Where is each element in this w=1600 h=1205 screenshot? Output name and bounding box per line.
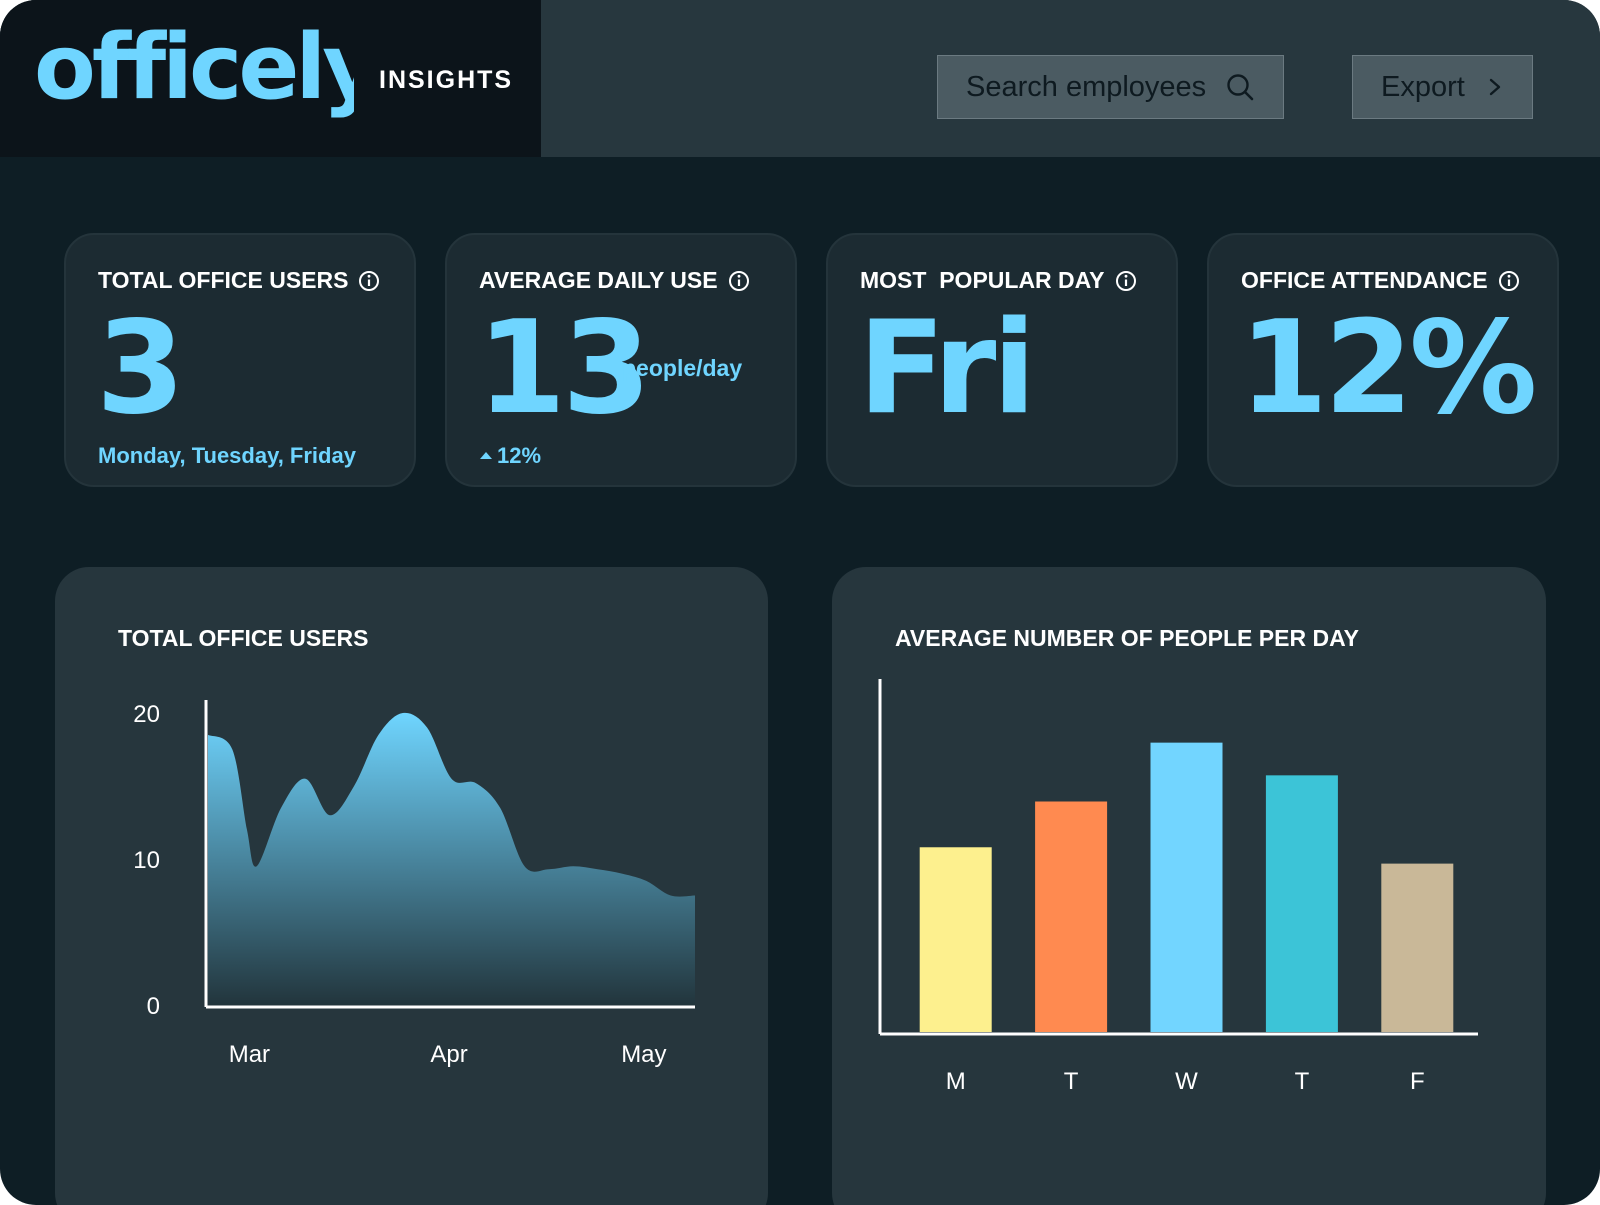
x-tick-label: W xyxy=(1175,1068,1198,1095)
stat-title: AVERAGE DAILY USE xyxy=(479,267,750,294)
chevron-right-icon xyxy=(1489,78,1501,96)
trend-indicator: 12% xyxy=(479,443,541,469)
chart-title: AVERAGE NUMBER OF PEOPLE PER DAY xyxy=(895,625,1359,651)
x-tick-label: Apr xyxy=(430,1041,467,1068)
bar xyxy=(919,847,992,1032)
info-icon[interactable] xyxy=(358,270,380,292)
x-tick-label: May xyxy=(621,1041,666,1068)
stat-title-text: TOTAL OFFICE USERS xyxy=(98,267,349,293)
stat-title-text: OFFICE ATTENDANCE xyxy=(1241,267,1488,293)
stat-title-text: MOST POPULAR DAY xyxy=(860,267,1105,293)
stat-card-average-daily-use: AVERAGE DAILY USE 13 people/day 12% xyxy=(445,233,797,487)
chart-title: TOTAL OFFICE USERS xyxy=(118,625,369,651)
info-icon[interactable] xyxy=(1498,270,1520,292)
x-tick-label: Mar xyxy=(229,1041,270,1068)
bar xyxy=(1265,775,1338,1032)
x-tick-label: M xyxy=(946,1068,966,1095)
stat-subtext: Monday, Tuesday, Friday xyxy=(98,443,356,468)
officely-logo[interactable]: officely xyxy=(34,16,354,142)
x-tick-label: F xyxy=(1410,1068,1425,1095)
stat-value: 13 xyxy=(477,294,651,443)
export-button[interactable]: Export xyxy=(1352,55,1533,119)
export-label: Export xyxy=(1381,70,1465,103)
trend-up-icon xyxy=(480,452,492,459)
bar xyxy=(1035,801,1108,1032)
stat-title: OFFICE ATTENDANCE xyxy=(1241,267,1520,294)
search-input[interactable]: Search employees xyxy=(937,55,1284,119)
info-icon[interactable] xyxy=(1115,270,1137,292)
bar xyxy=(1150,742,1223,1032)
chart-panel-total-users: TOTAL OFFICE USERS 0 10 20 Mar Apr May xyxy=(55,567,768,1205)
x-tick-label: T xyxy=(1064,1068,1079,1095)
bar xyxy=(1381,863,1454,1032)
area-chart: 0 10 20 Mar Apr May xyxy=(133,700,695,1068)
info-icon[interactable] xyxy=(728,270,750,292)
stat-value: 3 xyxy=(96,294,185,443)
search-icon xyxy=(1227,74,1254,101)
search-placeholder: Search employees xyxy=(966,70,1207,103)
trend-value: 12% xyxy=(497,443,542,468)
stat-title: MOST POPULAR DAY xyxy=(860,267,1137,294)
stat-card-total-users: TOTAL OFFICE USERS 3 Monday, Tuesday, Fr… xyxy=(64,233,416,487)
y-tick-label: 20 xyxy=(133,701,160,728)
stat-title-text: AVERAGE DAILY USE xyxy=(479,267,718,293)
stat-unit: people/day xyxy=(622,355,743,381)
y-tick-label: 10 xyxy=(133,847,160,874)
area-series-fill xyxy=(208,712,695,1005)
stat-title: TOTAL OFFICE USERS xyxy=(98,267,380,294)
stat-card-most-popular-day: MOST POPULAR DAY Fri xyxy=(826,233,1178,487)
x-tick-label: T xyxy=(1295,1068,1310,1095)
y-tick-label: 0 xyxy=(147,993,160,1020)
brand-area: officely INSIGHTS xyxy=(0,0,541,157)
stat-value: Fri xyxy=(858,294,1036,443)
chart-panel-average-per-day: AVERAGE NUMBER OF PEOPLE PER DAY M T W T F xyxy=(832,567,1546,1205)
top-bar: officely INSIGHTS Search employees Expor… xyxy=(0,0,1600,157)
section-label: INSIGHTS xyxy=(379,66,514,94)
logo-wordmark: officely xyxy=(34,16,354,120)
stat-card-office-attendance: OFFICE ATTENDANCE 12% xyxy=(1207,233,1559,487)
stat-value: 12% xyxy=(1239,294,1537,443)
